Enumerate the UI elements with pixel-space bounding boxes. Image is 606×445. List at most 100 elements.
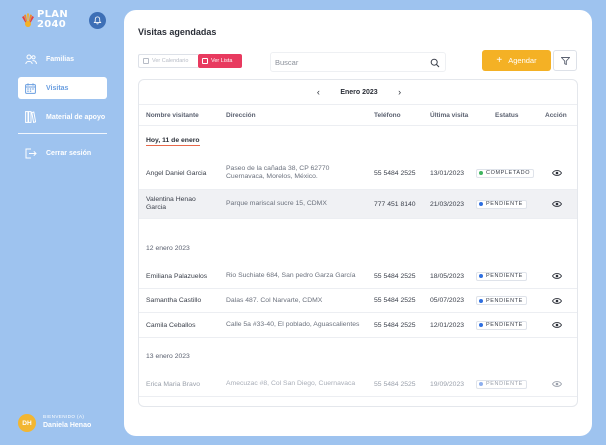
sidebar-item-familias[interactable]: Familias [18,48,107,70]
eye-icon[interactable] [552,169,562,177]
visitor-address: Dalas 487. Col Narvarte, CDMX [226,296,323,304]
brand-text: PLAN 2040 [37,10,68,30]
visitor-name: Angel Daniel Garcia [146,169,207,177]
status-dot [479,323,483,327]
view-action[interactable] [552,372,562,396]
status-dot [479,274,483,278]
eye-icon[interactable] [552,297,562,305]
filter-icon [560,56,570,65]
status-dot [479,202,483,206]
status-badge: PENDIENTE [476,296,527,305]
status-badge: PENDIENTE [476,199,527,209]
filter-button[interactable] [553,50,577,71]
status-badge: PENDIENTE [476,271,527,281]
group-label: Hoy, 11 de enero [146,137,200,146]
current-month: Enero 2023 [340,88,378,96]
view-action[interactable] [552,190,562,218]
sidebar-item-visitas[interactable]: Visitas [18,77,107,99]
bell-icon [93,16,102,25]
group-label: 12 enero 2023 [146,245,190,252]
table-header: Nombre visitante Dirección Teléfono Últi… [139,104,577,126]
view-action[interactable] [552,313,562,337]
table-row[interactable]: Camila Ceballos Calle 5a #33-40, El pobl… [139,313,577,338]
calendar-icon [143,58,149,64]
view-action[interactable] [552,289,562,312]
list-icon [202,58,208,64]
notifications-button[interactable] [89,12,106,29]
brand-logo[interactable]: PLAN 2040 [20,10,70,34]
chevron-right-icon: › [398,87,402,97]
avatar: DH [18,414,36,432]
page-title: Visitas agendadas [138,27,217,37]
status-cell: PENDIENTE [476,190,527,218]
name-line1: Valentina Henao [146,196,196,203]
sidebar-item-material[interactable]: Material de apoyo [18,106,107,128]
eye-icon[interactable] [552,380,562,388]
status-cell: PENDIENTE [476,372,527,396]
eye-icon[interactable] [552,321,562,329]
schedule-button[interactable]: + Agendar [482,50,551,71]
eye-icon[interactable] [552,272,562,280]
brand-line1: PLAN [37,9,69,20]
last-visit-date: 21/03/2023 [430,200,465,208]
table-row[interactable]: Emiliana Palazuelos Rio Suchiate 684, Sa… [139,264,577,289]
main-panel: Visitas agendadas Ver Calendario Ver Lis… [124,10,592,436]
visitor-address: Calle 5a #33-40, El poblado, Aguascalien… [226,321,360,328]
status-dot [479,171,483,175]
user-profile[interactable]: DH BIENVENIDO (A) Daniela Henao [18,412,118,434]
next-month-button[interactable]: › [394,86,406,98]
table-row[interactable]: Angel Daniel Garcia Paseo de la cañada 3… [139,157,577,190]
search-input[interactable] [275,55,425,69]
name-line2: Garcia [146,204,167,211]
last-visit-date: 12/01/2023 [430,321,465,329]
status-dot [479,298,483,303]
visitor-address: Amecuzac #8, Col San Diego, Cuernavaca [226,380,356,387]
visitor-name: Camila Ceballos [146,321,196,329]
visitor-name: Erica Maria Bravo [146,380,201,388]
list-view-button[interactable]: Ver Lista [198,54,242,68]
sidebar-item-label: Visitas [46,84,69,92]
status-cell: PENDIENTE [476,264,527,288]
visitor-phone: 55 5484 2525 [374,169,416,177]
table-row[interactable]: Samantha Castillo Dalas 487. Col Narvart… [139,289,577,313]
hand-logo-icon [22,13,34,27]
view-action[interactable] [552,157,562,189]
logout-button[interactable]: Cerrar sesión [18,142,107,164]
status-badge: PENDIENTE [476,320,527,330]
status-cell: COMPLETADO [476,157,535,189]
status-text: PENDIENTE [486,322,523,328]
address-line1: Paseo de la cañada 38, CP 62770 [226,165,330,172]
status-text: PENDIENTE [486,381,523,387]
logout-icon [24,147,37,160]
status-cell: PENDIENTE [476,289,527,312]
status-text: COMPLETADO [486,170,531,176]
visitor-name: Valentina Henao Garcia [146,190,196,218]
eye-icon[interactable] [552,200,562,208]
view-toggle: Ver Calendario Ver Lista [138,54,242,68]
status-text: PENDIENTE [486,201,523,207]
calendar-view-button[interactable]: Ver Calendario [138,54,198,68]
logout-label: Cerrar sesión [46,149,92,157]
view-action[interactable] [552,264,562,288]
visitor-phone: 55 5484 2525 [374,321,416,329]
users-icon [24,53,37,66]
table-row[interactable]: Erica Maria Bravo Amecuzac #8, Col San D… [139,372,577,397]
address-line2: Cuernavaca, Morelos, México. [226,173,318,180]
visitor-address: Rio Suchiate 684, San pedro Garza García [226,272,356,279]
visitor-name: Samantha Castillo [146,297,202,304]
sidebar: PLAN 2040 Familias Visitas Material de a… [0,0,122,445]
header-address: Dirección [226,111,256,119]
header-action: Acción [545,111,567,119]
table-row[interactable]: Valentina Henao Garcia Parque mariscal s… [139,190,577,219]
visitor-name: Emiliana Palazuelos [146,272,208,280]
calendar-icon [24,82,37,95]
search-icon[interactable] [430,58,440,68]
visitor-phone: 55 5484 2525 [374,272,416,280]
book-icon [24,111,37,124]
status-text: PENDIENTE [486,273,523,279]
visits-table: ‹ Enero 2023 › Nombre visitante Direcció… [138,79,578,407]
status-badge: PENDIENTE [476,379,527,389]
last-visit-date: 13/01/2023 [430,169,465,177]
prev-month-button[interactable]: ‹ [312,86,324,98]
calendar-view-label: Ver Calendario [152,58,189,64]
